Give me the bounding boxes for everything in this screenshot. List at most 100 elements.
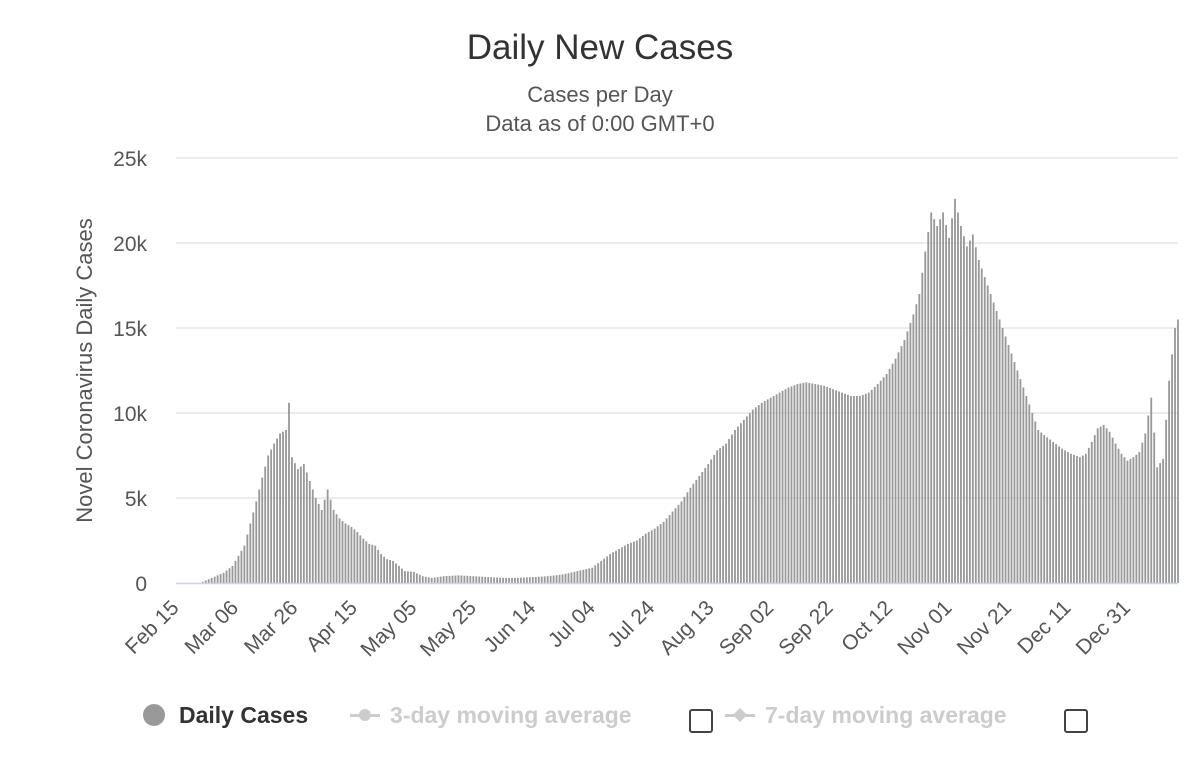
bar[interactable] (508, 577, 510, 583)
bar[interactable] (317, 503, 320, 583)
bar[interactable] (308, 481, 311, 583)
bar[interactable] (243, 545, 246, 583)
bar[interactable] (951, 218, 953, 583)
bar[interactable] (1075, 456, 1078, 583)
bar[interactable] (894, 358, 897, 583)
bar[interactable] (1156, 467, 1159, 583)
bar[interactable] (737, 426, 739, 583)
bar[interactable] (787, 387, 790, 584)
bar[interactable] (407, 571, 409, 583)
bar[interactable] (392, 560, 394, 583)
bar[interactable] (1159, 463, 1162, 583)
bar[interactable] (517, 577, 519, 583)
bar[interactable] (585, 569, 588, 583)
bar[interactable] (472, 576, 475, 583)
bar[interactable] (974, 247, 977, 583)
bar[interactable] (835, 390, 837, 583)
bar[interactable] (683, 496, 686, 583)
bar[interactable] (799, 383, 802, 583)
bar[interactable] (814, 384, 817, 583)
bar[interactable] (971, 234, 974, 584)
bar[interactable] (1055, 444, 1058, 583)
bar[interactable] (525, 577, 528, 583)
bar[interactable] (1037, 430, 1040, 583)
bar[interactable] (537, 576, 540, 583)
bar[interactable] (665, 518, 668, 583)
bar[interactable] (861, 394, 864, 583)
bar[interactable] (404, 571, 406, 583)
bar[interactable] (641, 535, 644, 583)
bar[interactable] (555, 575, 558, 583)
bar[interactable] (582, 569, 585, 583)
bar[interactable] (671, 511, 674, 583)
bar[interactable] (1043, 435, 1046, 583)
bar[interactable] (775, 394, 778, 583)
bar[interactable] (1108, 431, 1111, 583)
bar[interactable] (389, 560, 391, 583)
bar[interactable] (790, 386, 793, 583)
bar[interactable] (1126, 460, 1129, 583)
bar[interactable] (496, 577, 499, 583)
bar[interactable] (234, 560, 237, 583)
bar[interactable] (867, 392, 870, 583)
bar[interactable] (570, 572, 573, 583)
bar[interactable] (852, 396, 855, 583)
bar[interactable] (927, 231, 930, 583)
bar[interactable] (1096, 428, 1099, 583)
bar[interactable] (686, 492, 689, 583)
bar[interactable] (246, 534, 249, 583)
bar[interactable] (579, 570, 582, 583)
bar[interactable] (948, 237, 950, 583)
bar[interactable] (728, 439, 730, 583)
bar[interactable] (603, 558, 606, 583)
bar[interactable] (383, 556, 386, 583)
bar[interactable] (365, 541, 368, 583)
bar[interactable] (811, 383, 814, 583)
bar[interactable] (888, 368, 891, 583)
bar[interactable] (1171, 354, 1173, 583)
bar[interactable] (424, 576, 427, 583)
bar[interactable] (850, 396, 852, 583)
bar[interactable] (1022, 387, 1025, 584)
bar[interactable] (1049, 439, 1052, 583)
bar[interactable] (986, 285, 989, 584)
bar[interactable] (1028, 404, 1031, 584)
bar[interactable] (1004, 336, 1007, 584)
bar[interactable] (210, 577, 213, 583)
bar[interactable] (228, 568, 231, 583)
bar[interactable] (781, 390, 784, 583)
bar[interactable] (567, 573, 570, 583)
bar[interactable] (448, 575, 451, 583)
bar[interactable] (668, 515, 671, 583)
bar[interactable] (933, 219, 936, 583)
bar[interactable] (1174, 328, 1176, 583)
bar[interactable] (288, 402, 290, 583)
bar[interactable] (912, 314, 915, 583)
bar[interactable] (252, 512, 255, 583)
bar[interactable] (442, 576, 445, 583)
bar[interactable] (1081, 455, 1084, 584)
bar[interactable] (1132, 457, 1135, 583)
bar[interactable] (808, 382, 811, 583)
bar[interactable] (291, 457, 293, 583)
bar[interactable] (261, 477, 264, 583)
bar[interactable] (793, 385, 796, 583)
bar[interactable] (963, 236, 965, 583)
bar[interactable] (534, 576, 537, 583)
bar[interactable] (805, 382, 808, 583)
bar[interactable] (704, 467, 707, 583)
bar[interactable] (629, 542, 632, 583)
bar[interactable] (335, 514, 338, 583)
bar[interactable] (368, 543, 371, 583)
bar[interactable] (1165, 419, 1168, 583)
bar[interactable] (1177, 319, 1179, 584)
bar[interactable] (820, 385, 823, 583)
bar[interactable] (219, 574, 222, 583)
bar[interactable] (707, 464, 710, 583)
bar[interactable] (433, 577, 436, 583)
bar[interactable] (285, 430, 287, 583)
bar[interactable] (240, 550, 243, 583)
bar[interactable] (401, 568, 403, 583)
bar[interactable] (371, 544, 374, 583)
bar[interactable] (903, 339, 906, 583)
